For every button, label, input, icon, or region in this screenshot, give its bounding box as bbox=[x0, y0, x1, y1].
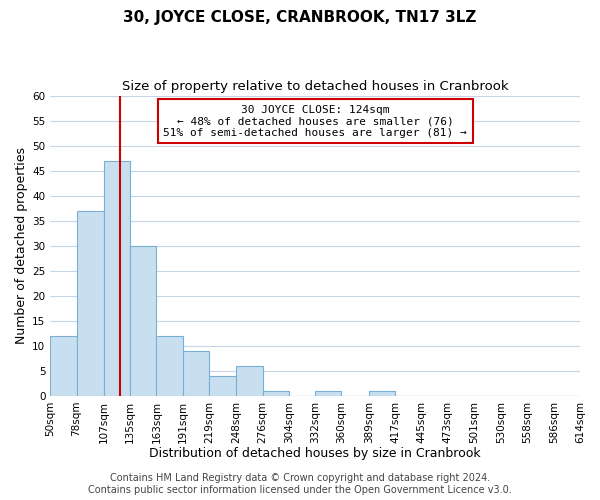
Bar bbox=[209, 376, 236, 396]
Bar bbox=[315, 391, 341, 396]
Bar bbox=[183, 351, 209, 396]
Text: Contains HM Land Registry data © Crown copyright and database right 2024.
Contai: Contains HM Land Registry data © Crown c… bbox=[88, 474, 512, 495]
Y-axis label: Number of detached properties: Number of detached properties bbox=[15, 147, 28, 344]
Bar bbox=[130, 246, 157, 396]
Bar bbox=[77, 210, 104, 396]
X-axis label: Distribution of detached houses by size in Cranbrook: Distribution of detached houses by size … bbox=[149, 447, 481, 460]
Title: Size of property relative to detached houses in Cranbrook: Size of property relative to detached ho… bbox=[122, 80, 508, 93]
Text: 30, JOYCE CLOSE, CRANBROOK, TN17 3LZ: 30, JOYCE CLOSE, CRANBROOK, TN17 3LZ bbox=[124, 10, 476, 25]
Bar bbox=[236, 366, 263, 396]
Text: 30 JOYCE CLOSE: 124sqm
← 48% of detached houses are smaller (76)
51% of semi-det: 30 JOYCE CLOSE: 124sqm ← 48% of detached… bbox=[163, 104, 467, 138]
Bar bbox=[104, 160, 130, 396]
Bar bbox=[50, 336, 77, 396]
Bar bbox=[263, 391, 289, 396]
Bar bbox=[157, 336, 183, 396]
Bar bbox=[368, 391, 395, 396]
